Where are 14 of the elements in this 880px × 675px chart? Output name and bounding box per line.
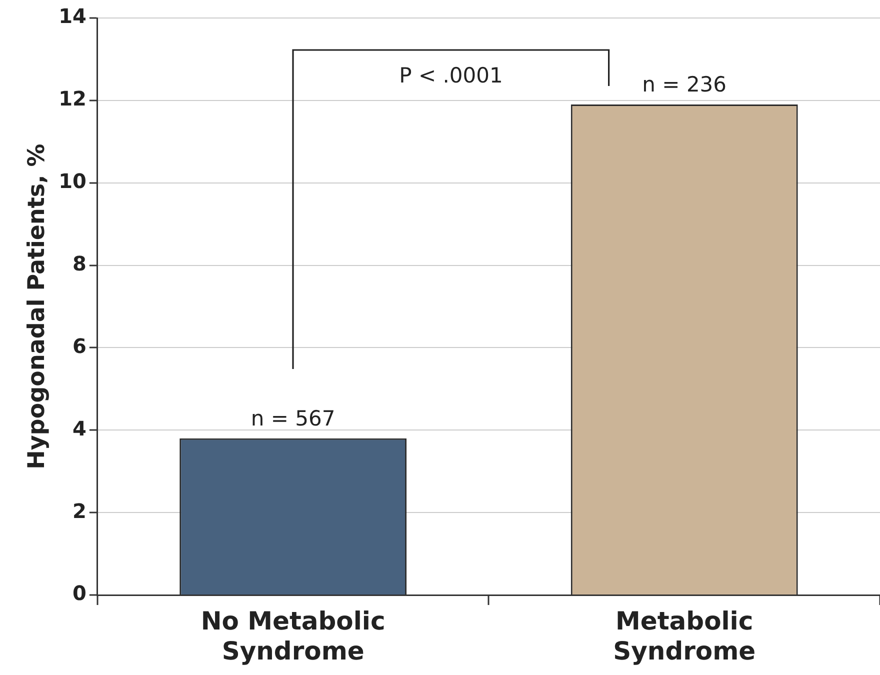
y-tick-label: 4 [72, 416, 86, 440]
y-tick-label: 6 [72, 334, 86, 358]
y-tick-label: 8 [72, 251, 86, 276]
y-tick-label: 10 [58, 169, 86, 194]
annotation: P < .0001 [399, 63, 503, 88]
x-tick-label: Metabolic Syndrome [613, 606, 756, 666]
annotation: n = 567 [250, 406, 336, 430]
y-axis-title: Hypogonadal Patients, % [24, 144, 50, 470]
y-tick-label: 14 [58, 4, 86, 28]
y-tick-label: 2 [72, 498, 86, 523]
annotation: n = 236 [642, 72, 727, 97]
y-tick-label: 12 [58, 86, 86, 111]
y-tick-label: 0 [72, 581, 86, 606]
x-tick-label: No Metabolic Syndrome [200, 606, 386, 666]
